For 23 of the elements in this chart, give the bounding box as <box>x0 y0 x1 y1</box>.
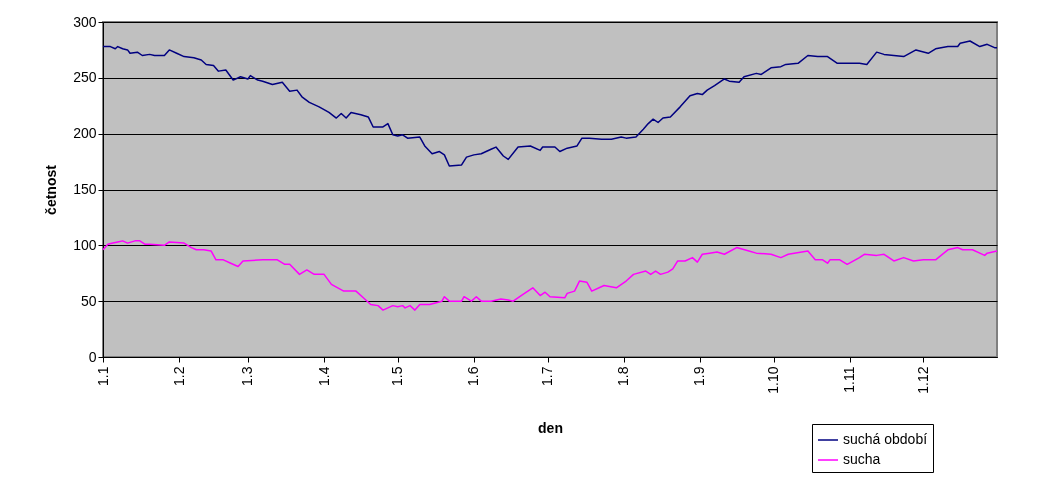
x-axis-title: den <box>538 419 563 436</box>
y-tick-label: 250 <box>73 69 97 86</box>
x-tick-label: 1.7 <box>539 366 556 386</box>
x-tick-label: 1.12 <box>914 366 931 394</box>
x-tick-label: 1.10 <box>765 366 781 394</box>
x-tick-label: 1.5 <box>389 366 406 386</box>
y-tick-label: 100 <box>73 236 97 253</box>
y-tick-label: 300 <box>73 13 97 30</box>
x-tick-label: 1.8 <box>615 366 632 386</box>
y-axis-title: četnost <box>43 164 60 215</box>
x-tick-label: 1.4 <box>315 366 332 386</box>
x-tick-label: 1.2 <box>170 366 187 386</box>
x-tick-label: 1.11 <box>841 366 858 393</box>
y-tick-label: 150 <box>73 181 97 197</box>
x-tick-label: 1.9 <box>691 366 708 386</box>
x-tick-label: 1.3 <box>239 366 256 386</box>
y-tick-label: 0 <box>88 348 97 365</box>
legend-label: suchá období <box>843 431 928 447</box>
y-tick-label: 200 <box>73 125 97 142</box>
y-tick-label: 50 <box>80 292 97 309</box>
x-tick-label: 1.1 <box>94 366 111 386</box>
x-tick-label: 1.6 <box>465 366 482 386</box>
legend-label: sucha <box>843 451 881 467</box>
